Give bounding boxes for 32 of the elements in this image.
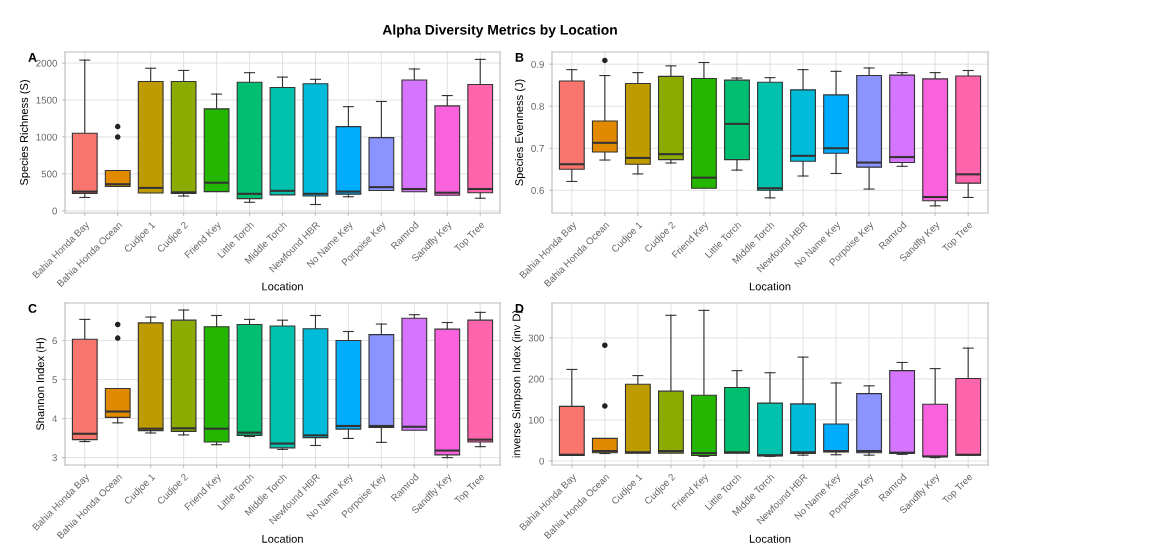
x-axis-title: Location xyxy=(749,534,791,543)
y-tick-label: 0.8 xyxy=(531,102,544,110)
y-tick-label: 4 xyxy=(52,415,58,423)
chart-title: Alpha Diversity Metrics by Location xyxy=(382,24,617,38)
y-tick-label: 0 xyxy=(539,457,544,465)
text: A xyxy=(28,53,37,62)
y-axis-title: Species Evenness (J) xyxy=(514,79,526,186)
x-axis-title: Location xyxy=(749,282,791,291)
x-axis-title: Location xyxy=(262,534,303,543)
y-tick-label: 1500 xyxy=(36,96,57,104)
x-tick-label: Top Tree xyxy=(453,473,487,506)
x-tick-label: Top Tree xyxy=(453,221,487,254)
y-tick-label: 0.6 xyxy=(531,187,544,194)
y-tick-label: 1000 xyxy=(36,133,57,141)
text: C xyxy=(28,303,37,313)
y-tick-label: 200 xyxy=(528,375,544,383)
x-tick-label: Top Tree xyxy=(941,473,975,506)
x-axis-title: Location xyxy=(262,282,303,291)
y-tick-label: 2000 xyxy=(36,59,57,67)
y-axis-title: Shannon Index (H) xyxy=(36,338,47,431)
y-tick-label: 0.9 xyxy=(531,60,544,68)
y-tick-label: 0.7 xyxy=(531,145,544,152)
y-tick-label: 500 xyxy=(41,170,57,178)
y-axis-title: Species Richness (S) xyxy=(19,80,31,186)
y-tick-label: 0 xyxy=(52,207,57,215)
y-tick-label: 100 xyxy=(528,416,544,424)
y-tick-label: 5 xyxy=(52,376,57,384)
text: B xyxy=(515,53,524,62)
y-tick-label: 3 xyxy=(52,454,57,462)
y-tick-label: 6 xyxy=(52,337,57,345)
x-tick-label: Top Tree xyxy=(941,221,975,254)
y-tick-label: 300 xyxy=(528,334,544,342)
